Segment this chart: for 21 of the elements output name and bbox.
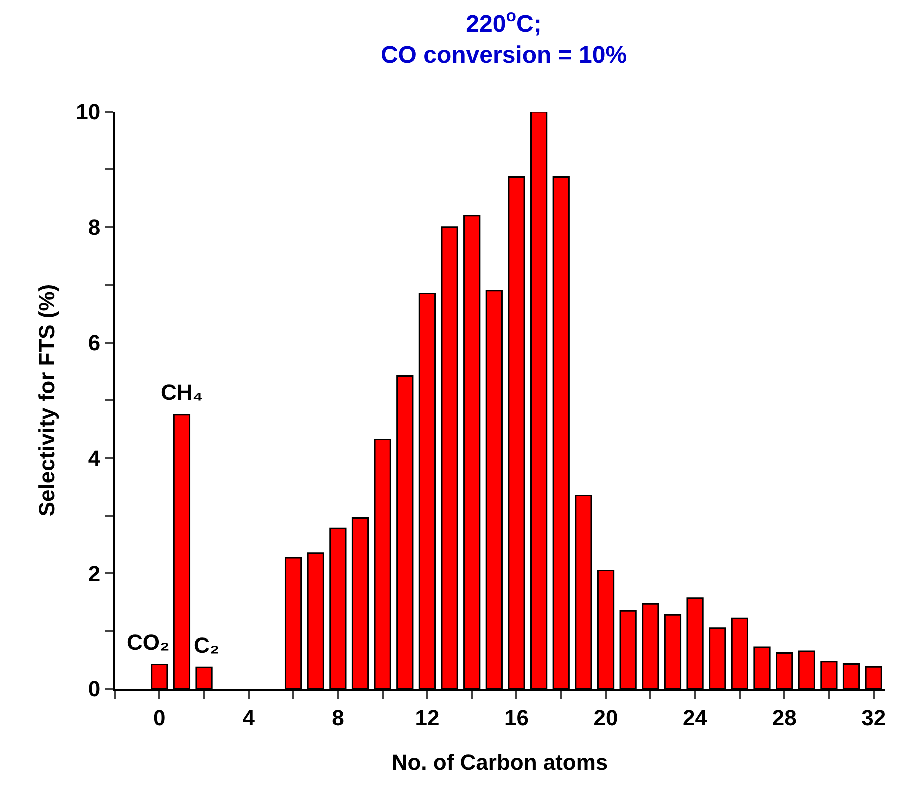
x-tick-label: 24 [683,705,708,730]
y-tick-label: 2 [88,561,101,586]
x-tick-label: 16 [504,705,529,730]
annotation: C₂ [194,633,220,658]
annotation: CH₄ [161,380,204,405]
y-tick-label: 4 [88,446,102,471]
chart-title: 220$^{o}$C; CO conversion = 10% [380,6,628,69]
y-tick-label: 0 [88,676,101,702]
y-axis-title: Selectivity for FTS (%) [34,284,60,517]
y-tick-label: 6 [88,330,101,356]
x-tick-label: 20 [594,705,618,730]
x-tick-label: 0 [154,705,166,730]
y-tick-label: 10 [76,100,101,125]
x-tick-label: 4 [242,705,256,730]
x-tick-label: 32 [862,705,886,730]
x-tick-label: 12 [415,705,440,730]
annotation: CO₂ [127,630,170,655]
x-tick-label: 8 [332,705,344,730]
x-tick-label: 28 [772,705,797,730]
x-axis-title: No. of Carbon atoms [392,750,608,775]
y-tick-label: 8 [88,215,101,240]
